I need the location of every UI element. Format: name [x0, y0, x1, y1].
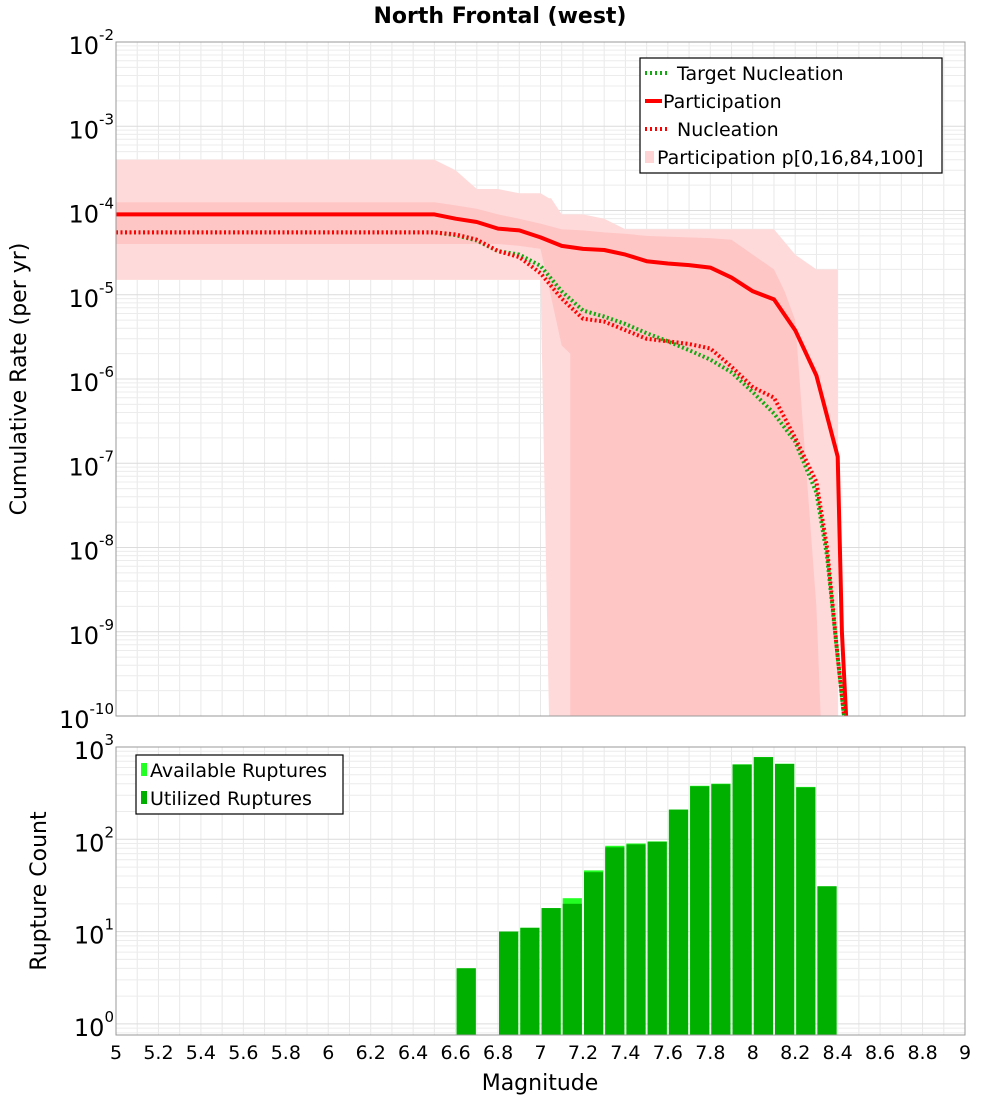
- y-tick-label: 103: [74, 731, 114, 765]
- bottom-legend-box: [135, 754, 344, 815]
- x-tick-label: 7.6: [653, 1042, 683, 1064]
- x-tick-label: 6.2: [356, 1042, 386, 1064]
- y-tick-label: 10-9: [68, 616, 114, 650]
- y-tick-label: 10-2: [68, 26, 114, 60]
- bar-utilized-ruptures: [541, 908, 561, 1035]
- top-plot-frame: [115, 41, 966, 717]
- legend-label-utilized: Utilized Ruptures: [150, 788, 312, 810]
- bar-utilized-ruptures: [711, 784, 731, 1035]
- bar-utilized-ruptures: [647, 841, 667, 1035]
- bar-utilized-ruptures: [732, 764, 752, 1035]
- participation-bands: [116, 159, 838, 717]
- legend-label-target-nucleation: Target Nucleation: [676, 63, 844, 85]
- y-tick-label: 10-3: [68, 110, 114, 144]
- bar-utilized-ruptures: [817, 886, 837, 1035]
- bar-utilized-ruptures: [499, 931, 519, 1035]
- y-axis-label-rupture-count: Rupture Count: [27, 811, 52, 971]
- top-legend: Target Nucleation Participation Nucleati…: [639, 57, 943, 174]
- x-tick-label: 9: [959, 1042, 971, 1064]
- x-tick-label: 5.2: [143, 1042, 173, 1064]
- bar-utilized-ruptures: [690, 786, 710, 1035]
- top-legend-box: [639, 57, 943, 174]
- bottom-chart: 103 102 101 100 5 5.2 5.4 5.6 5.8 6 6.2 6.4 6.6 6.8 7…: [27, 731, 971, 1096]
- x-tick-label: 8.4: [823, 1042, 853, 1064]
- legend-label-participation: Participation: [663, 91, 782, 113]
- y-tick-label: 10-8: [68, 532, 114, 566]
- legend-label-nucleation: Nucleation: [677, 119, 779, 141]
- bar-utilized-ruptures: [668, 809, 689, 1035]
- x-tick-label: 7.4: [610, 1042, 640, 1064]
- x-tick-label: 8: [747, 1042, 759, 1064]
- x-tick-label: 6.4: [398, 1042, 428, 1064]
- series-nucleation: [116, 230, 846, 717]
- y-tick-label: 10-7: [68, 447, 114, 481]
- y-tick-label: 10-6: [68, 363, 114, 397]
- bottom-legend: Available Ruptures Utilized Ruptures: [135, 754, 344, 815]
- y-tick-label: 10-4: [68, 195, 114, 229]
- series-target-nucleation: [116, 230, 846, 717]
- legend-swatch-available: [141, 763, 147, 776]
- x-tick-label: 8.8: [907, 1042, 937, 1064]
- x-tick-label: 5: [110, 1042, 122, 1064]
- bar-utilized-ruptures: [605, 847, 625, 1035]
- x-tick-label: 8.2: [780, 1042, 810, 1064]
- bar-utilized-ruptures: [456, 968, 476, 1035]
- x-tick-label: 5.4: [186, 1042, 216, 1064]
- bar-utilized-ruptures: [796, 787, 816, 1035]
- x-tick-label: 6: [322, 1042, 334, 1064]
- top-y-axis-label: Cumulative Rate (per yr): [7, 243, 32, 516]
- bar-utilized-ruptures: [584, 872, 604, 1035]
- top-y-ticks: 10-2 10-3 10-4 10-5 10-6 10-7 10-8 10-9 10-10: [59, 26, 114, 734]
- x-tick-label: 5.6: [228, 1042, 258, 1064]
- bottom-plot-frame: [115, 746, 966, 1036]
- legend-label-participation-band: Participation p[0,16,84,100]: [657, 147, 923, 169]
- x-ticks: 5 5.2 5.4 5.6 5.8 6 6.2 6.4 6.6 6.8 7 7.2 7.4 7.6 7.8 8…: [110, 1042, 971, 1064]
- legend-swatch-utilized: [141, 791, 147, 804]
- x-tick-label: 7.8: [695, 1042, 725, 1064]
- y-tick-label: 100: [74, 1008, 114, 1042]
- x-tick-label: 6.8: [483, 1042, 513, 1064]
- bar-utilized-ruptures: [562, 903, 582, 1035]
- x-axis-label-magnitude: Magnitude: [482, 1071, 599, 1096]
- x-tick-label: 7: [534, 1042, 546, 1064]
- band-p16-p84: [116, 202, 821, 717]
- series-participation: [116, 212, 849, 717]
- rate-lines: [116, 212, 849, 717]
- bar-utilized-ruptures: [775, 764, 795, 1035]
- rupture-bars: [456, 757, 837, 1035]
- x-tick-label: 5.8: [271, 1042, 301, 1064]
- top-chart: North Frontal (west) 10-210-310-410-510-…: [7, 4, 966, 734]
- x-tick-label: 8.6: [865, 1042, 895, 1064]
- legend-swatch-participation-band: [645, 151, 654, 163]
- x-tick-label: 6.6: [440, 1042, 470, 1064]
- y-tick-label: 10-10: [59, 700, 114, 734]
- bar-utilized-ruptures: [753, 757, 773, 1035]
- y-tick-label: 102: [74, 823, 114, 857]
- y-tick-label: 10-5: [68, 279, 114, 313]
- bottom-y-ticks: 103 102 101 100: [74, 731, 114, 1042]
- legend-label-available: Available Ruptures: [150, 760, 327, 782]
- x-tick-label: 7.2: [568, 1042, 598, 1064]
- chart-title: North Frontal (west): [374, 4, 627, 29]
- y-tick-label: 101: [74, 916, 114, 950]
- bar-utilized-ruptures: [626, 844, 646, 1035]
- bar-utilized-ruptures: [520, 927, 540, 1035]
